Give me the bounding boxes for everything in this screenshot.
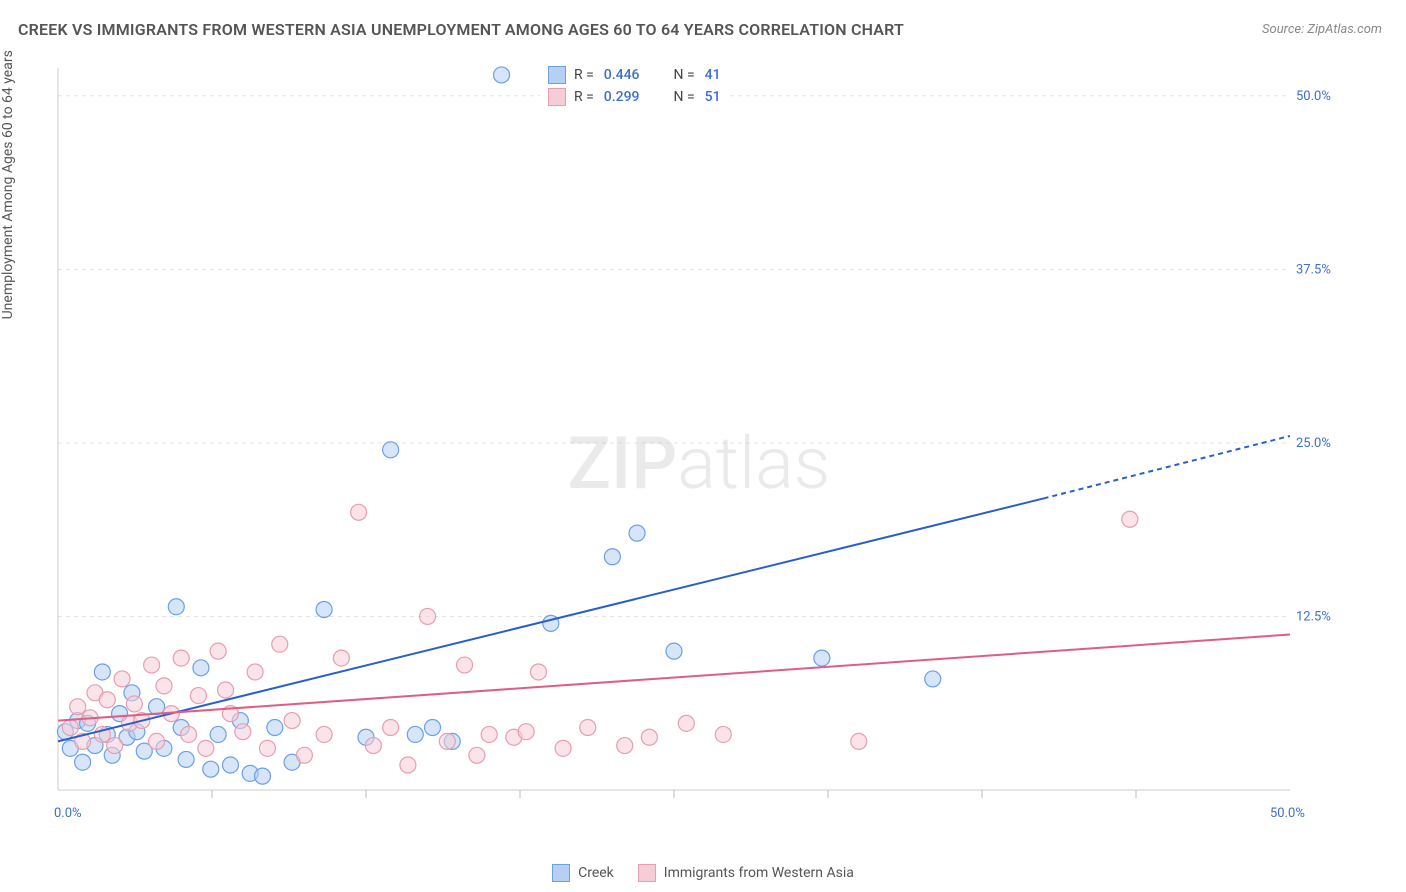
data-point	[107, 738, 123, 754]
legend-n-value: 41	[705, 67, 721, 83]
data-point	[144, 657, 160, 673]
data-point	[351, 504, 367, 520]
legend-row: R = 0.446 N = 41	[548, 64, 721, 86]
legend-n-value: 51	[705, 89, 721, 105]
legend-label: Creek	[578, 865, 614, 881]
data-point	[617, 738, 633, 754]
regression-extrapolation	[1044, 436, 1290, 498]
data-point	[181, 726, 197, 742]
data-point	[457, 657, 473, 673]
data-point	[94, 664, 110, 680]
legend-swatch	[548, 88, 566, 106]
data-point	[715, 726, 731, 742]
x-axis-max-label: 50.0%	[1270, 806, 1305, 821]
data-point	[851, 733, 867, 749]
legend-n-label: N =	[674, 89, 695, 105]
data-point	[259, 740, 275, 756]
data-point	[814, 650, 830, 666]
data-point	[235, 724, 251, 740]
data-point	[173, 650, 189, 666]
data-point	[70, 699, 86, 715]
data-point	[190, 688, 206, 704]
correlation-legend: R = 0.446 N = 41 R = 0.299 N = 51	[540, 60, 729, 112]
data-point	[420, 608, 436, 624]
data-point	[114, 671, 130, 687]
data-point	[267, 720, 283, 736]
data-point	[383, 720, 399, 736]
legend-row: R = 0.299 N = 51	[548, 86, 721, 108]
legend-r-label: R =	[574, 67, 594, 83]
data-point	[494, 67, 510, 83]
data-point	[425, 720, 441, 736]
y-tick-label: 37.5%	[1296, 262, 1331, 277]
data-point	[126, 696, 142, 712]
legend-item: Immigrants from Western Asia	[638, 864, 854, 882]
data-point	[198, 740, 214, 756]
data-point	[925, 671, 941, 687]
data-point	[178, 751, 194, 767]
data-point	[580, 720, 596, 736]
data-point	[678, 715, 694, 731]
plot-svg: 12.5% 25.0% 37.5% 50.0%	[50, 60, 1350, 830]
data-point	[149, 733, 165, 749]
legend-r-value: 0.446	[604, 67, 640, 83]
data-point	[316, 602, 332, 618]
data-point	[383, 442, 399, 458]
legend-swatch	[548, 66, 566, 84]
data-point	[210, 726, 226, 742]
legend-r-value: 0.299	[604, 89, 640, 105]
data-point	[530, 664, 546, 680]
data-point	[210, 643, 226, 659]
data-point	[481, 726, 497, 742]
data-point	[99, 692, 115, 708]
legend-swatch	[552, 864, 570, 882]
regression-line	[58, 498, 1044, 741]
data-point	[316, 726, 332, 742]
source-label: Source: ZipAtlas.com	[1262, 22, 1382, 37]
legend-r-label: R =	[574, 89, 594, 105]
data-point	[641, 729, 657, 745]
legend-label: Immigrants from Western Asia	[664, 865, 854, 881]
data-point	[193, 660, 209, 676]
data-point	[333, 650, 349, 666]
legend-swatch	[638, 864, 656, 882]
data-point	[365, 738, 381, 754]
data-point	[555, 740, 571, 756]
data-point	[469, 747, 485, 763]
data-point	[156, 678, 172, 694]
x-axis-origin-label: 0.0%	[54, 806, 82, 821]
y-tick-label: 25.0%	[1296, 436, 1331, 451]
data-point	[203, 761, 219, 777]
data-point	[629, 525, 645, 541]
data-point	[400, 757, 416, 773]
data-point	[1122, 511, 1138, 527]
data-point	[75, 754, 91, 770]
chart-title: CREEK VS IMMIGRANTS FROM WESTERN ASIA UN…	[18, 20, 904, 39]
data-point	[284, 713, 300, 729]
y-tick-label: 50.0%	[1296, 89, 1331, 104]
data-point	[604, 549, 620, 565]
data-point	[247, 664, 263, 680]
legend-item: Creek	[552, 864, 614, 882]
series-legend: Creek Immigrants from Western Asia	[0, 864, 1406, 882]
y-tick-label: 12.5%	[1296, 609, 1331, 624]
data-point	[149, 699, 165, 715]
data-point	[222, 757, 238, 773]
y-axis-label: Unemployment Among Ages 60 to 64 years	[0, 50, 16, 319]
data-point	[255, 768, 271, 784]
data-point	[62, 720, 78, 736]
data-point	[168, 599, 184, 615]
data-point	[296, 747, 312, 763]
data-point	[218, 682, 234, 698]
data-point	[666, 643, 682, 659]
legend-n-label: N =	[674, 67, 695, 83]
data-point	[272, 636, 288, 652]
scatter-plot: 12.5% 25.0% 37.5% 50.0%	[50, 60, 1350, 830]
data-point	[439, 733, 455, 749]
data-point	[518, 724, 534, 740]
data-point	[407, 726, 423, 742]
